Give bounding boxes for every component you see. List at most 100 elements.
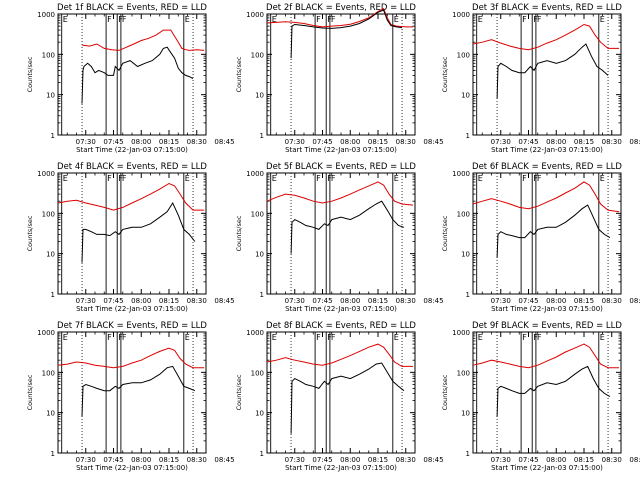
x-tick-label: 08:45 — [214, 138, 234, 146]
y-axis-label: Counts/sec — [26, 374, 34, 410]
chart-title: Det 6f BLACK = Events, RED = LLD — [472, 162, 622, 172]
chart-title: Det 7f BLACK = Events, RED = LLD — [57, 321, 207, 331]
marker-label: E — [478, 333, 483, 342]
y-axis-label: Counts/sec — [26, 56, 34, 92]
y-tick-label: 100 — [457, 369, 470, 377]
marker-label: E — [394, 174, 399, 183]
marker-label: F — [537, 174, 542, 183]
x-tick-label: 07:30 — [285, 456, 305, 464]
y-tick-label: 1 — [260, 450, 264, 458]
y-tick-label: 1000 — [246, 170, 264, 178]
y-tick-label: 10 — [46, 410, 55, 418]
y-tick-label: 100 — [457, 210, 470, 218]
y-tick-label: 1 — [466, 450, 470, 458]
marker-label: F — [122, 174, 127, 183]
x-tick-label: 07:45 — [103, 138, 123, 146]
x-tick-label: 07:30 — [76, 297, 96, 305]
marker-label: E — [185, 15, 190, 24]
x-tick-label: 07:45 — [518, 456, 538, 464]
y-tick-label: 100 — [42, 369, 55, 377]
x-tick-label: 08:15 — [574, 456, 594, 464]
x-tick-label: 08:00 — [546, 138, 566, 146]
chart-title: Det 2f BLACK = Events, RED = LLD — [266, 3, 416, 13]
chart-title: Det 3f BLACK = Events, RED = LLD — [472, 3, 622, 13]
series-line-events — [290, 200, 405, 254]
marker-label: F — [316, 333, 321, 342]
marker-label: E — [185, 333, 190, 342]
y-axis-label: Counts/sec — [441, 56, 449, 92]
y-tick-label: 1 — [51, 291, 55, 299]
y-tick-label: 10 — [461, 92, 470, 100]
y-axis-label: Counts/sec — [235, 56, 243, 92]
chart-title: Det 8f BLACK = Events, RED = LLD — [266, 321, 416, 331]
x-tick-label: 08:30 — [396, 456, 416, 464]
x-tick-label: 08:45 — [629, 456, 640, 464]
x-axis-label: Start Time (22-Jan-03 07:15:00) — [285, 464, 397, 472]
marker-label: F — [331, 333, 336, 342]
y-tick-label: 10 — [46, 251, 55, 259]
y-tick-label: 1 — [466, 132, 470, 140]
series-line-events — [496, 204, 611, 258]
y-tick-label: 1000 — [452, 329, 470, 337]
marker-label: E — [272, 174, 277, 183]
y-tick-label: 1 — [260, 132, 264, 140]
y-tick-label: 1000 — [37, 170, 55, 178]
y-tick-label: 1 — [466, 291, 470, 299]
marker-label: F — [331, 174, 336, 183]
x-tick-label: 08:30 — [396, 297, 416, 305]
marker-label: F — [316, 15, 321, 24]
y-tick-label: 1000 — [452, 11, 470, 19]
marker-label: E — [63, 15, 68, 24]
marker-label: F — [122, 15, 127, 24]
x-tick-label: 08:45 — [423, 456, 443, 464]
y-tick-label: 100 — [42, 51, 55, 59]
y-tick-label: 1000 — [452, 170, 470, 178]
x-tick-label: 08:00 — [340, 456, 360, 464]
marker-label: F — [331, 15, 336, 24]
series-line-lld — [57, 347, 205, 369]
marker-label: F — [522, 15, 527, 24]
y-axis-label: Counts/sec — [235, 374, 243, 410]
x-tick-label: 08:45 — [629, 138, 640, 146]
x-tick-label: 07:30 — [76, 456, 96, 464]
x-tick-label: 08:45 — [423, 297, 443, 305]
series-line-events — [496, 43, 609, 99]
y-tick-label: 100 — [42, 210, 55, 218]
x-tick-label: 08:15 — [159, 138, 179, 146]
x-tick-label: 08:15 — [368, 456, 388, 464]
series-line-events — [81, 365, 196, 417]
marker-label: E — [394, 333, 399, 342]
x-axis-label: Start Time (22-Jan-03 07:15:00) — [285, 305, 397, 313]
y-tick-label: 10 — [255, 410, 264, 418]
marker-label: F — [107, 333, 112, 342]
y-tick-label: 10 — [255, 251, 264, 259]
x-tick-label: 08:15 — [159, 297, 179, 305]
x-tick-label: 08:00 — [340, 297, 360, 305]
series-line-lld — [266, 343, 414, 367]
x-tick-label: 08:45 — [629, 297, 640, 305]
series-line-events — [496, 365, 611, 417]
x-tick-label: 07:30 — [285, 297, 305, 305]
marker-label: E — [478, 15, 483, 24]
y-axis-label: Counts/sec — [441, 215, 449, 251]
x-tick-label: 07:45 — [103, 297, 123, 305]
x-tick-label: 08:15 — [368, 138, 388, 146]
marker-label: E — [63, 174, 68, 183]
x-tick-label: 08:00 — [131, 297, 151, 305]
x-tick-label: 07:30 — [491, 138, 511, 146]
x-tick-label: 07:45 — [103, 456, 123, 464]
x-axis-label: Start Time (22-Jan-03 07:15:00) — [76, 464, 188, 472]
x-tick-label: 08:00 — [131, 138, 151, 146]
x-tick-label: 07:30 — [491, 456, 511, 464]
marker-label: E — [394, 15, 399, 24]
x-tick-label: 08:45 — [214, 456, 234, 464]
x-tick-label: 08:15 — [368, 297, 388, 305]
x-tick-label: 08:30 — [602, 456, 622, 464]
x-tick-label: 07:30 — [76, 138, 96, 146]
y-tick-label: 1000 — [37, 11, 55, 19]
y-tick-label: 10 — [255, 92, 264, 100]
